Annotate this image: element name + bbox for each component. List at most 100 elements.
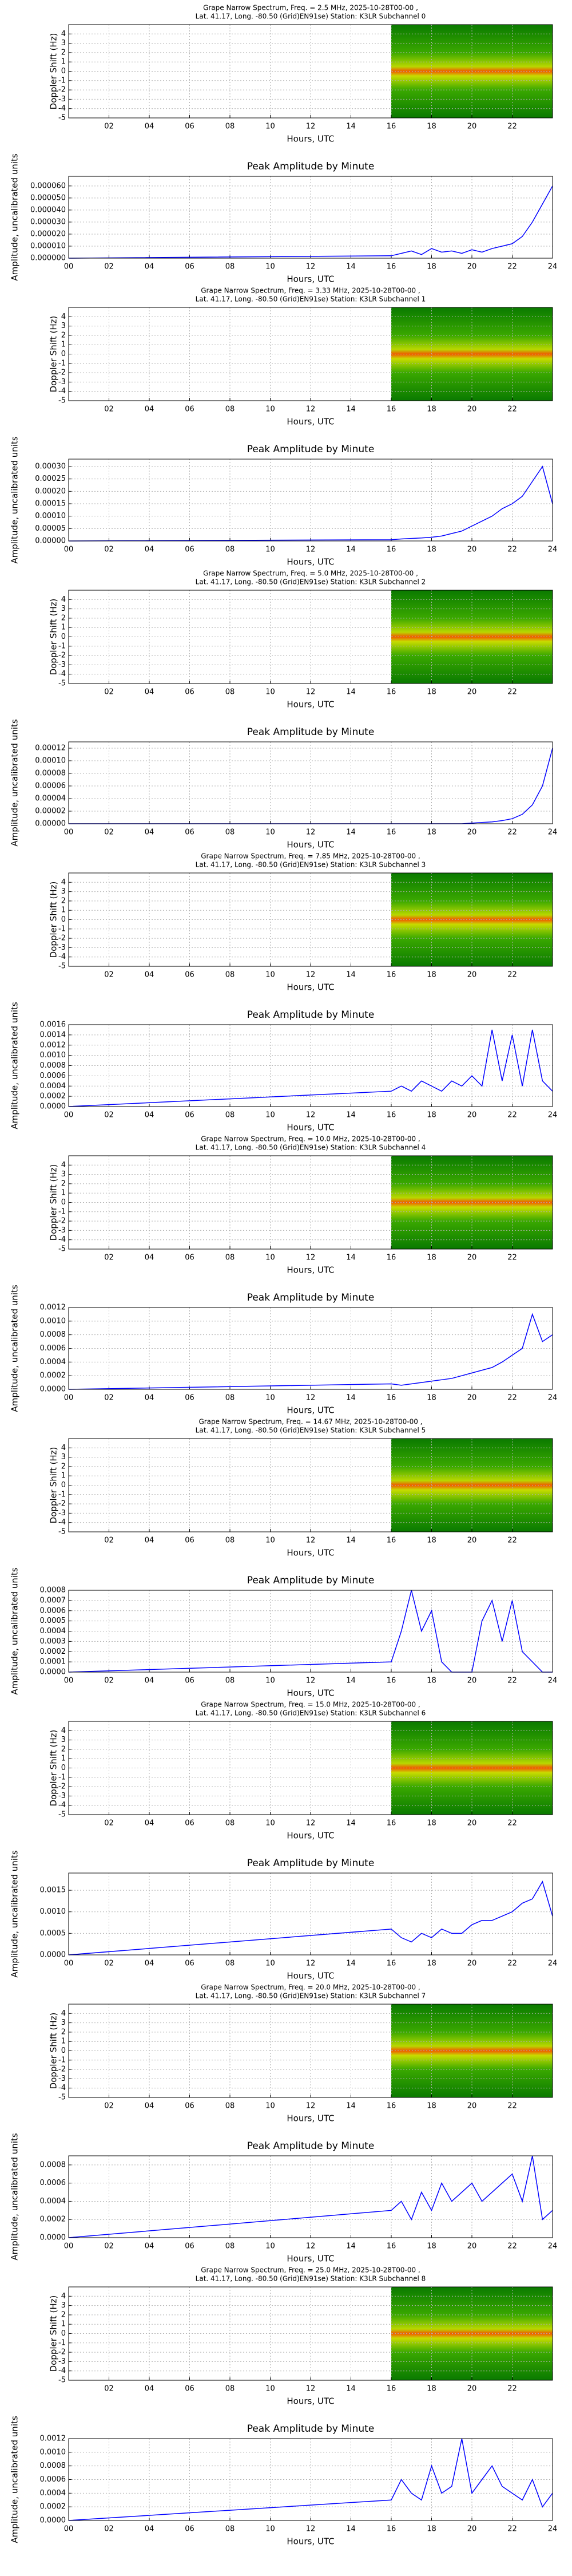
x-tick-label: 04 <box>145 1111 154 1120</box>
amplitude-line <box>68 2438 553 2521</box>
plot-frame <box>68 2004 553 2098</box>
plot-frame <box>68 1024 553 1107</box>
y-tick-label: 0.0006 <box>40 2475 66 2484</box>
x-tick-label: 10 <box>265 123 275 131</box>
y-tick-label: -2 <box>58 2348 66 2357</box>
amplitude-line <box>68 465 553 542</box>
x-tick-label: 06 <box>185 1959 194 1968</box>
x-tick-label: 02 <box>104 1677 114 1685</box>
x-tick-label: 14 <box>346 1819 356 1828</box>
x-tick-label: 02 <box>104 828 114 837</box>
y-tick-label: -3 <box>58 378 66 386</box>
y-axis-label: Amplitude, uncalibrated units <box>10 1850 20 1978</box>
x-tick-label: 20 <box>467 1394 477 1402</box>
x-tick-label: 22 <box>507 1536 517 1545</box>
x-tick-label: 16 <box>387 2525 396 2534</box>
y-tick-label: -5 <box>58 1811 66 1819</box>
x-tick-label: 22 <box>507 1677 517 1685</box>
chart-title: Peak Amplitude by Minute <box>247 161 375 172</box>
y-tick-label: 0.00010 <box>35 512 66 520</box>
plot-frame <box>68 2286 553 2381</box>
x-tick-label: 02 <box>104 263 114 271</box>
y-tick-label: 4 <box>61 1161 66 1170</box>
x-tick-label: 08 <box>225 1819 235 1828</box>
x-tick-label: 08 <box>225 2242 235 2251</box>
x-tick-label: 00 <box>64 546 74 554</box>
y-tick-label: 0.0012 <box>40 1041 66 1049</box>
y-tick-label: 0.000030 <box>30 218 66 226</box>
chart-subtitle: Lat. 41.17, Long. -80.50 (Grid)EN91se) S… <box>196 1427 426 1435</box>
chart-title: Peak Amplitude by Minute <box>247 1858 375 1869</box>
x-tick-label: 14 <box>346 405 356 414</box>
x-tick-label: 16 <box>387 828 396 837</box>
chart-title: Grape Narrow Spectrum, Freq. = 3.33 MHz,… <box>201 287 420 295</box>
amplitude-line <box>68 1880 553 1955</box>
y-tick-label: 0.0007 <box>40 1596 66 1605</box>
y-axis-label: Amplitude, uncalibrated units <box>10 1002 20 1129</box>
x-tick-label: 06 <box>185 971 194 979</box>
x-tick-label: 20 <box>467 2525 477 2534</box>
y-tick-label: 0.00010 <box>35 757 66 765</box>
x-tick-label: 02 <box>104 1111 114 1120</box>
y-tick-label: -5 <box>58 962 66 971</box>
x-tick-label: 08 <box>225 405 235 414</box>
x-tick-label: 14 <box>346 2525 356 2534</box>
x-tick-label: 10 <box>265 405 275 414</box>
x-tick-label: 16 <box>387 1959 396 1968</box>
x-tick-label: 10 <box>265 1819 275 1828</box>
x-tick-label: 00 <box>64 263 74 271</box>
chart-title: Grape Narrow Spectrum, Freq. = 5.0 MHz, … <box>203 570 418 578</box>
y-tick-label: 0.00008 <box>35 769 66 778</box>
x-tick-label: 20 <box>467 263 477 271</box>
chart-subtitle: Lat. 41.17, Long. -80.50 (Grid)EN91se) S… <box>196 578 426 586</box>
x-tick-label: 16 <box>387 2102 396 2111</box>
y-tick-label: 1 <box>61 1755 66 1763</box>
y-tick-label: 1 <box>61 2320 66 2329</box>
y-tick-label: 1 <box>61 906 66 915</box>
x-tick-label: 18 <box>427 688 436 697</box>
y-tick-label: 0.0016 <box>40 1021 66 1029</box>
y-tick-label: -1 <box>58 359 66 368</box>
x-tick-label: 04 <box>145 546 154 554</box>
x-tick-label: 22 <box>507 971 517 979</box>
y-tick-label: 3 <box>61 1170 66 1179</box>
x-tick-label: 04 <box>145 1254 154 1262</box>
y-tick-label: 0.00002 <box>35 807 66 816</box>
y-tick-label: -5 <box>58 114 66 123</box>
x-tick-label: 24 <box>548 1111 558 1120</box>
y-tick-label: 0.00012 <box>35 744 66 753</box>
y-tick-label: 2 <box>61 48 66 57</box>
x-tick-label: 16 <box>387 1254 396 1262</box>
y-tick-label: 0.0008 <box>40 2462 66 2470</box>
x-tick-label: 10 <box>265 2385 275 2393</box>
y-tick-label: 0.000010 <box>30 242 66 250</box>
y-tick-label: 0 <box>61 2046 66 2055</box>
x-tick-label: 22 <box>507 263 517 271</box>
x-tick-label: 16 <box>387 1677 396 1685</box>
plot-frame <box>68 1438 553 1532</box>
x-tick-label: 14 <box>346 263 356 271</box>
chart-title: Peak Amplitude by Minute <box>247 444 375 455</box>
y-tick-label: -4 <box>58 2366 66 2375</box>
y-tick-label: 0.0004 <box>40 1627 66 1635</box>
x-tick-label: 02 <box>104 1536 114 1545</box>
y-tick-label: 0 <box>61 2329 66 2338</box>
y-tick-label: -3 <box>58 2075 66 2083</box>
x-tick-label: 10 <box>265 1254 275 1262</box>
y-axis-label: Amplitude, uncalibrated units <box>10 436 20 564</box>
y-tick-label: 1 <box>61 1472 66 1480</box>
y-tick-label: 2 <box>61 2310 66 2319</box>
x-tick-label: 12 <box>306 1394 316 1402</box>
y-tick-label: 4 <box>61 313 66 321</box>
x-tick-label: 04 <box>145 828 154 837</box>
x-tick-label: 08 <box>225 1111 235 1120</box>
y-axis-label: Amplitude, uncalibrated units <box>10 719 20 847</box>
plot-frame <box>68 459 553 542</box>
x-tick-label: 08 <box>225 1677 235 1685</box>
y-tick-label: 4 <box>61 1726 66 1735</box>
x-tick-label: 02 <box>104 405 114 414</box>
x-tick-label: 00 <box>64 2525 74 2534</box>
x-tick-label: 20 <box>467 971 477 979</box>
y-tick-label: -3 <box>58 1792 66 1800</box>
y-tick-label: 0.0002 <box>40 2503 66 2511</box>
